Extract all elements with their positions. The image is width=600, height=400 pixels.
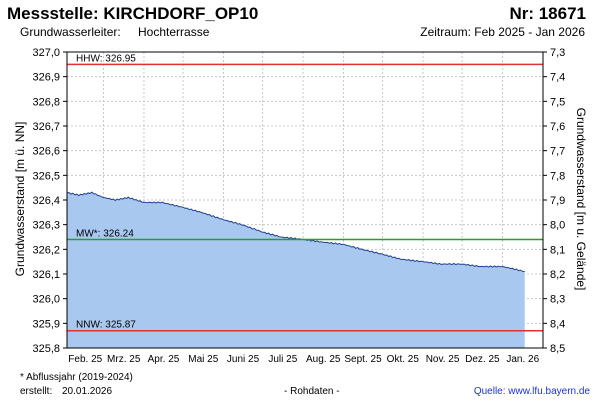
y2-tick-label: 8,5 (550, 343, 565, 355)
x-tick-label: Juli 25 (268, 354, 297, 365)
station-title: Messstelle: KIRCHDORF_OP10 (7, 4, 259, 23)
y-tick-label: 326,3 (32, 220, 60, 232)
hhw-label: HHW: 326.95 (76, 53, 136, 64)
nnw-label: NNW: 325.87 (76, 320, 136, 331)
x-tick-label: Feb. 25 (68, 354, 102, 365)
y-tick-label: 326,6 (32, 146, 60, 158)
rawdata-note: - Rohdaten - (284, 386, 340, 397)
y2-tick-label: 7,5 (550, 96, 565, 108)
y2-tick-label: 7,3 (550, 47, 565, 59)
x-tick-label: Jan. 26 (506, 354, 539, 365)
y-tick-label: 327,0 (32, 47, 60, 59)
x-tick-label: Sept. 25 (344, 354, 382, 365)
created-label: erstellt: (20, 386, 53, 397)
y2-tick-label: 7,9 (550, 195, 565, 207)
y2-tick-label: 8,1 (550, 244, 565, 256)
aquifer-value: Hochterrasse (138, 25, 210, 39)
period-label: Zeitraum: Feb 2025 - Jan 2026 (420, 25, 585, 39)
x-tick-label: Mai 25 (188, 354, 218, 365)
aquifer-label: Grundwasserleiter: (20, 25, 121, 39)
x-axis-ticks: Feb. 25 Mrz. 25 Apr. 25 Mai 25 Juni 25 Juli 2… (68, 354, 539, 365)
y-tick-label: 326,2 (32, 244, 60, 256)
x-tick-label: Apr. 25 (148, 354, 180, 365)
y-tick-label: 326,1 (32, 269, 60, 281)
y-axis-label: Grundwasserstand [m ü. NN] (13, 122, 27, 277)
footnote: * Abflussjahr (2019-2024) (20, 372, 133, 383)
y-tick-label: 326,9 (32, 72, 60, 84)
x-tick-label: Nov. 25 (426, 354, 460, 365)
x-tick-label: Aug. 25 (306, 354, 341, 365)
y-tick-label: 326,7 (32, 121, 60, 133)
series-layer (66, 191, 525, 348)
y2-axis-label: Grundwasserstand [m u. Gelände] (574, 108, 588, 291)
y2-axis-ticks: 7,3 7,4 7,5 7,6 7,7 7,8 7,9 8,0 8,1 8,2 8,3 8,4 8,5 (543, 47, 565, 355)
x-tick-label: Okt. 25 (387, 354, 420, 365)
reference-lines: HHW: 326.95 MW*: 326.24 NNW: 325.87 (67, 53, 543, 332)
source-link[interactable]: Quelle: www.lfu.bayern.de (473, 386, 590, 397)
y2-tick-label: 8,0 (550, 220, 565, 232)
y2-tick-label: 8,2 (550, 269, 565, 281)
y2-tick-label: 7,8 (550, 170, 565, 182)
station-number: Nr: 18671 (509, 4, 586, 23)
x-tick-label: Juni 25 (227, 354, 260, 365)
mw-label: MW*: 326.24 (76, 228, 134, 239)
y-tick-label: 326,0 (32, 294, 60, 306)
y-tick-label: 325,8 (32, 343, 60, 355)
y2-tick-label: 8,4 (550, 318, 565, 330)
x-tick-label: Mrz. 25 (107, 354, 141, 365)
y2-tick-label: 7,4 (550, 72, 565, 84)
y-tick-label: 325,9 (32, 318, 60, 330)
y2-tick-label: 7,6 (550, 121, 565, 133)
groundwater-line (66, 191, 525, 272)
y2-tick-label: 7,7 (550, 146, 565, 158)
groundwater-area (67, 192, 525, 348)
y-tick-label: 326,5 (32, 170, 60, 182)
created-date: 20.01.2026 (62, 386, 113, 397)
y-axis-ticks: 327,0 326,9 326,8 326,7 326,6 326,5 326,4 326,3… (32, 47, 67, 355)
y-tick-label: 326,4 (32, 195, 60, 207)
y-tick-label: 326,8 (32, 96, 60, 108)
x-tick-label: Dez. 25 (465, 354, 500, 365)
y2-tick-label: 8,3 (550, 294, 565, 306)
